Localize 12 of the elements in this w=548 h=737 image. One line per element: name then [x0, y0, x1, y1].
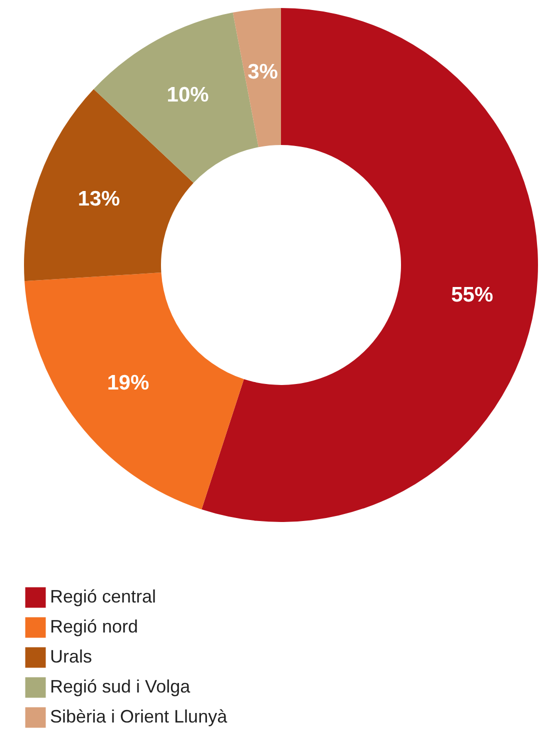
- data-label: 13%: [78, 187, 120, 210]
- legend-label: Regió sud i Volga: [50, 676, 192, 696]
- data-label: 55%: [451, 283, 494, 306]
- legend-label: Urals: [50, 646, 92, 666]
- legend-label: Regió central: [50, 586, 156, 606]
- data-label: 10%: [166, 83, 210, 106]
- legend-label: Regió nord: [50, 616, 138, 636]
- data-label: 19%: [107, 372, 150, 395]
- data-label: 3%: [248, 60, 278, 84]
- donut-slice: [232, 8, 281, 148]
- donut-slice: [24, 272, 244, 510]
- legend-label: Sibèria i Orient Llunyà: [50, 706, 228, 726]
